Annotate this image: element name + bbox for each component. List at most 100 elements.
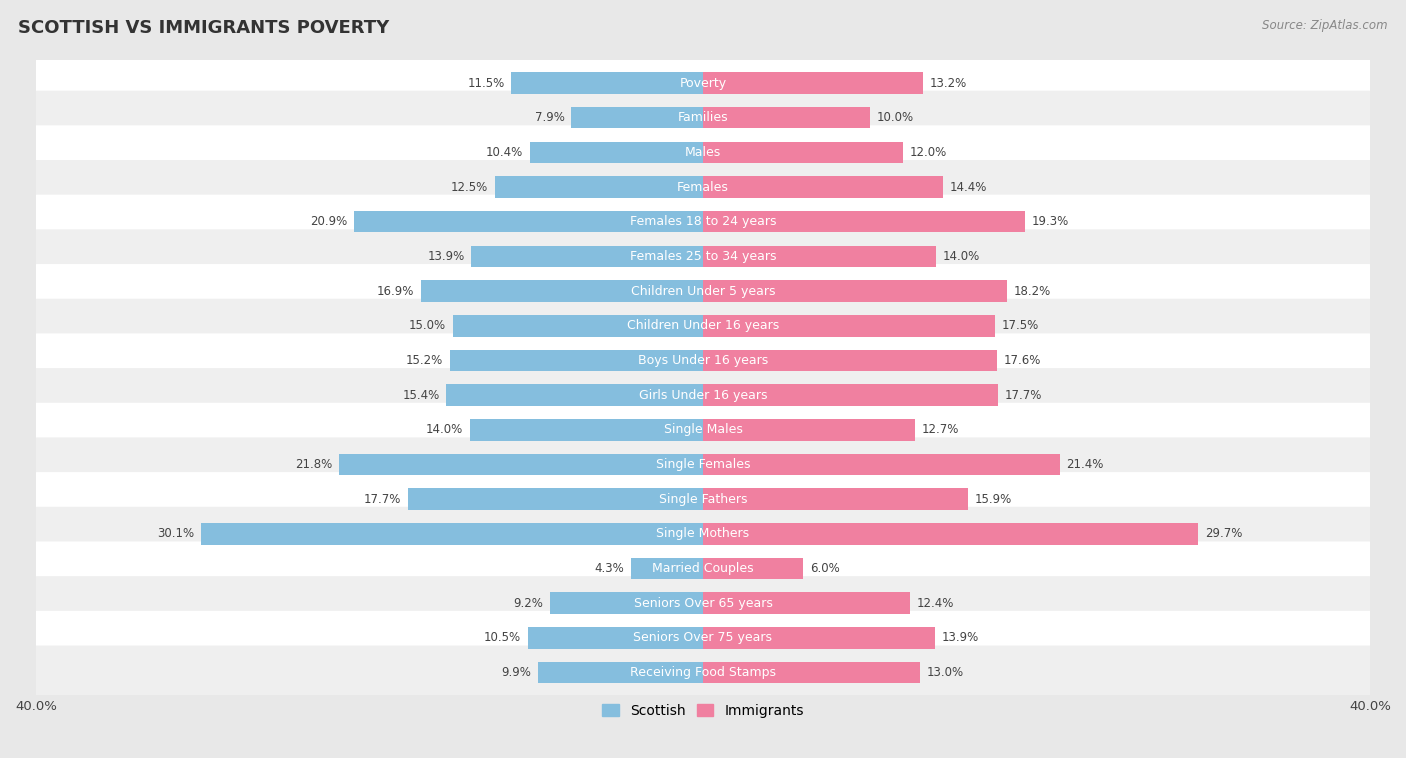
FancyBboxPatch shape — [32, 160, 1374, 214]
Text: 29.7%: 29.7% — [1205, 528, 1243, 540]
FancyBboxPatch shape — [32, 264, 1374, 318]
FancyBboxPatch shape — [32, 437, 1374, 491]
Bar — [703, 662, 920, 683]
Bar — [470, 419, 703, 440]
Text: 12.7%: 12.7% — [921, 423, 959, 437]
Text: Males: Males — [685, 146, 721, 159]
Text: Source: ZipAtlas.com: Source: ZipAtlas.com — [1263, 19, 1388, 32]
Text: Single Mothers: Single Mothers — [657, 528, 749, 540]
Bar — [703, 384, 998, 406]
FancyBboxPatch shape — [32, 472, 1374, 526]
Bar — [550, 593, 703, 614]
FancyBboxPatch shape — [39, 586, 1369, 620]
Bar — [703, 349, 997, 371]
FancyBboxPatch shape — [32, 576, 1374, 630]
Text: Females: Females — [678, 180, 728, 193]
Bar — [703, 558, 803, 579]
Legend: Scottish, Immigrants: Scottish, Immigrants — [596, 698, 810, 723]
FancyBboxPatch shape — [32, 541, 1374, 596]
Text: Boys Under 16 years: Boys Under 16 years — [638, 354, 768, 367]
Bar — [703, 488, 969, 510]
Text: Married Couples: Married Couples — [652, 562, 754, 575]
Bar — [354, 211, 703, 233]
Text: Seniors Over 65 years: Seniors Over 65 years — [634, 597, 772, 609]
Bar — [703, 211, 1025, 233]
FancyBboxPatch shape — [32, 368, 1374, 422]
Bar — [703, 280, 1007, 302]
Text: 16.9%: 16.9% — [377, 284, 415, 298]
Bar — [703, 246, 936, 267]
FancyBboxPatch shape — [39, 66, 1369, 100]
FancyBboxPatch shape — [32, 507, 1374, 561]
Text: Seniors Over 75 years: Seniors Over 75 years — [634, 631, 772, 644]
FancyBboxPatch shape — [39, 413, 1369, 446]
FancyBboxPatch shape — [39, 205, 1369, 239]
Text: 15.2%: 15.2% — [405, 354, 443, 367]
Bar — [495, 177, 703, 198]
Text: 15.9%: 15.9% — [974, 493, 1012, 506]
FancyBboxPatch shape — [39, 552, 1369, 585]
FancyBboxPatch shape — [39, 621, 1369, 655]
Text: 12.4%: 12.4% — [917, 597, 953, 609]
Text: Children Under 16 years: Children Under 16 years — [627, 319, 779, 332]
FancyBboxPatch shape — [32, 91, 1374, 145]
Text: SCOTTISH VS IMMIGRANTS POVERTY: SCOTTISH VS IMMIGRANTS POVERTY — [18, 19, 389, 37]
FancyBboxPatch shape — [39, 447, 1369, 481]
Text: 17.6%: 17.6% — [1002, 354, 1040, 367]
Text: 15.4%: 15.4% — [402, 389, 440, 402]
Text: Families: Families — [678, 111, 728, 124]
FancyBboxPatch shape — [32, 646, 1374, 700]
Text: 21.8%: 21.8% — [295, 458, 333, 471]
Bar — [446, 384, 703, 406]
Text: Single Males: Single Males — [664, 423, 742, 437]
Bar — [703, 72, 924, 94]
Text: 10.0%: 10.0% — [876, 111, 914, 124]
Text: 13.0%: 13.0% — [927, 666, 963, 679]
FancyBboxPatch shape — [32, 56, 1374, 110]
Bar — [703, 627, 935, 649]
Bar — [703, 142, 903, 163]
Bar — [512, 72, 703, 94]
Bar — [422, 280, 703, 302]
FancyBboxPatch shape — [39, 101, 1369, 135]
Text: 17.7%: 17.7% — [1005, 389, 1042, 402]
Bar — [631, 558, 703, 579]
Bar — [453, 315, 703, 337]
Bar — [703, 454, 1060, 475]
Bar — [201, 523, 703, 544]
Text: Females 18 to 24 years: Females 18 to 24 years — [630, 215, 776, 228]
Text: 6.0%: 6.0% — [810, 562, 839, 575]
Bar — [703, 419, 915, 440]
Bar — [471, 246, 703, 267]
FancyBboxPatch shape — [39, 136, 1369, 169]
FancyBboxPatch shape — [39, 656, 1369, 690]
Bar — [450, 349, 703, 371]
Text: 14.4%: 14.4% — [950, 180, 987, 193]
Text: Single Females: Single Females — [655, 458, 751, 471]
Bar — [703, 315, 995, 337]
Bar — [703, 523, 1198, 544]
Text: 11.5%: 11.5% — [467, 77, 505, 89]
Text: Children Under 5 years: Children Under 5 years — [631, 284, 775, 298]
Bar — [408, 488, 703, 510]
Text: 21.4%: 21.4% — [1067, 458, 1104, 471]
FancyBboxPatch shape — [39, 517, 1369, 551]
Text: 14.0%: 14.0% — [943, 250, 980, 263]
FancyBboxPatch shape — [32, 611, 1374, 665]
Text: 12.5%: 12.5% — [450, 180, 488, 193]
Text: 15.0%: 15.0% — [409, 319, 446, 332]
FancyBboxPatch shape — [39, 309, 1369, 343]
Text: 9.2%: 9.2% — [513, 597, 543, 609]
FancyBboxPatch shape — [32, 195, 1374, 249]
FancyBboxPatch shape — [39, 343, 1369, 377]
Text: 10.4%: 10.4% — [485, 146, 523, 159]
Text: Single Fathers: Single Fathers — [659, 493, 747, 506]
Text: Girls Under 16 years: Girls Under 16 years — [638, 389, 768, 402]
FancyBboxPatch shape — [32, 299, 1374, 352]
Text: Receiving Food Stamps: Receiving Food Stamps — [630, 666, 776, 679]
Text: 17.5%: 17.5% — [1001, 319, 1039, 332]
Text: Females 25 to 34 years: Females 25 to 34 years — [630, 250, 776, 263]
Bar — [538, 662, 703, 683]
FancyBboxPatch shape — [32, 334, 1374, 387]
Text: 19.3%: 19.3% — [1032, 215, 1069, 228]
